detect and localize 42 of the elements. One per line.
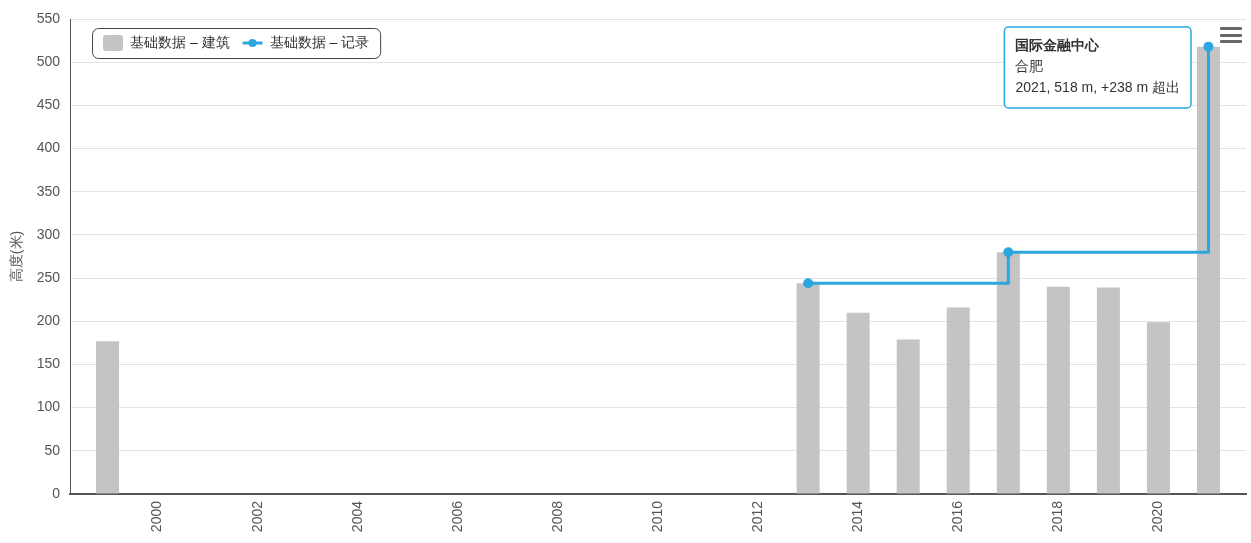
bar bbox=[996, 252, 1020, 494]
x-tick-label: 2010 bbox=[648, 500, 665, 533]
y-axis-title: 高度(米) bbox=[8, 230, 25, 283]
y-tick-label: 100 bbox=[36, 398, 61, 415]
x-tick-label: 2018 bbox=[1049, 500, 1066, 533]
y-tick-label: 0 bbox=[52, 484, 61, 501]
x-tick-label: 2006 bbox=[448, 500, 465, 533]
y-tick-label: 50 bbox=[44, 441, 61, 458]
bar bbox=[1096, 287, 1120, 494]
y-tick-label: 400 bbox=[36, 139, 61, 156]
y-tick-label: 450 bbox=[36, 96, 61, 113]
annotation: 2021, 518 m, +238 m 超出 bbox=[1015, 79, 1180, 96]
x-tick-label: 2008 bbox=[548, 500, 565, 533]
x-tick-label: 2016 bbox=[949, 500, 966, 533]
y-tick-label: 250 bbox=[36, 268, 61, 285]
y-tick-label: 200 bbox=[36, 312, 61, 329]
y-tick-label: 150 bbox=[36, 355, 61, 372]
x-tick-label: 2002 bbox=[248, 500, 265, 533]
x-tick-label: 2014 bbox=[849, 500, 866, 533]
bar bbox=[1196, 46, 1220, 494]
x-tick-label: 2000 bbox=[148, 500, 165, 533]
point bbox=[1003, 247, 1014, 258]
bar bbox=[1146, 322, 1170, 494]
bar bbox=[96, 341, 120, 494]
y-tick-label: 500 bbox=[36, 53, 61, 70]
point bbox=[1203, 41, 1214, 52]
x-tick-label: 2012 bbox=[748, 500, 765, 533]
point bbox=[803, 278, 814, 289]
x-tick-label: 2004 bbox=[348, 500, 365, 533]
legend-label: 基础数据 – 记录 bbox=[269, 33, 370, 50]
bar bbox=[846, 312, 870, 494]
x-tick-label: 2020 bbox=[1149, 500, 1166, 533]
annotation: 国际金融中心 bbox=[1015, 37, 1101, 54]
bar bbox=[796, 283, 820, 494]
legend-label: 基础数据 – 建筑 bbox=[130, 33, 230, 50]
annotation: 合肥 bbox=[1015, 58, 1044, 75]
bar bbox=[896, 339, 920, 494]
y-tick-label: 300 bbox=[36, 225, 61, 242]
bar bbox=[1046, 286, 1070, 494]
y-tick-label: 350 bbox=[36, 182, 61, 199]
y-tick-label: 550 bbox=[36, 9, 61, 26]
bar bbox=[946, 307, 970, 494]
